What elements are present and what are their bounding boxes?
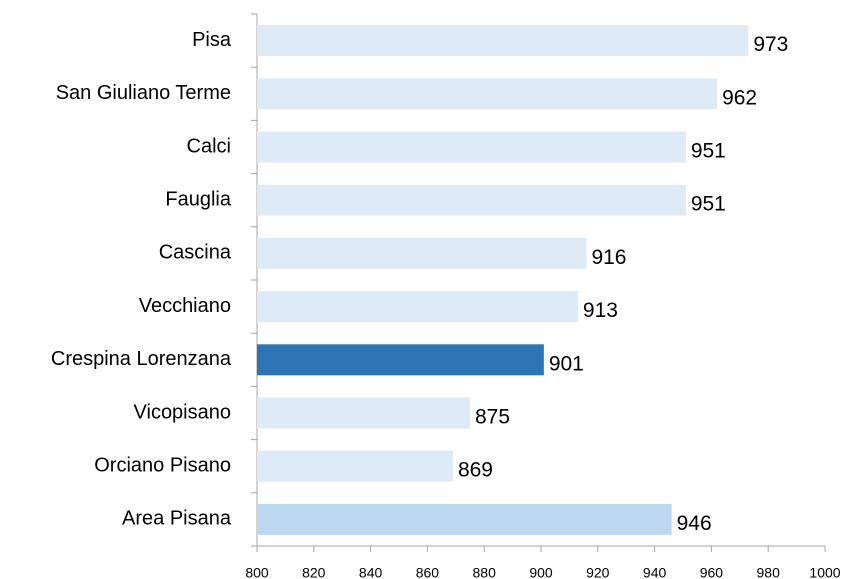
x-tick-label: 900 xyxy=(529,565,553,579)
x-tick-label: 800 xyxy=(245,565,269,579)
y-tick-label: Calci xyxy=(187,135,231,157)
x-tick-label: 960 xyxy=(700,565,724,579)
x-tick-label: 820 xyxy=(302,565,326,579)
data-label: 973 xyxy=(753,33,788,56)
data-label: 951 xyxy=(691,140,726,163)
bar xyxy=(257,503,672,535)
bar xyxy=(257,184,686,216)
y-tick-label: San Giuliano Terme xyxy=(56,82,231,104)
data-label: 869 xyxy=(458,459,493,482)
y-tick-label: Vicopisano xyxy=(134,401,231,423)
data-label: 946 xyxy=(677,512,712,535)
y-tick-label: Orciano Pisano xyxy=(94,454,231,476)
bar xyxy=(257,344,544,376)
data-label: 916 xyxy=(591,246,626,269)
data-label: 913 xyxy=(583,299,618,322)
x-tick-label: 920 xyxy=(586,565,610,579)
y-tick-label: Cascina xyxy=(159,242,232,264)
x-tick-label: 860 xyxy=(416,565,440,579)
x-tick-label: 940 xyxy=(643,565,667,579)
x-tick-label: 880 xyxy=(473,565,497,579)
x-tick-label: 1000 xyxy=(809,565,840,579)
y-tick-label: Fauglia xyxy=(165,188,231,210)
bar xyxy=(257,78,718,110)
data-label: 962 xyxy=(722,86,757,109)
x-tick-label: 980 xyxy=(757,565,781,579)
bar xyxy=(257,237,587,269)
bar xyxy=(257,131,686,163)
bar xyxy=(257,25,749,57)
data-label: 901 xyxy=(549,352,584,375)
bar xyxy=(257,291,578,323)
bar xyxy=(257,450,453,482)
bar xyxy=(257,397,470,429)
data-label: 951 xyxy=(691,193,726,216)
y-tick-label: Area Pisana xyxy=(122,508,232,530)
y-tick-label: Pisa xyxy=(192,29,232,51)
data-label: 875 xyxy=(475,406,510,429)
y-tick-label: Crespina Lorenzana xyxy=(51,348,232,370)
y-tick-label: Vecchiano xyxy=(139,295,231,317)
x-tick-label: 840 xyxy=(359,565,383,579)
